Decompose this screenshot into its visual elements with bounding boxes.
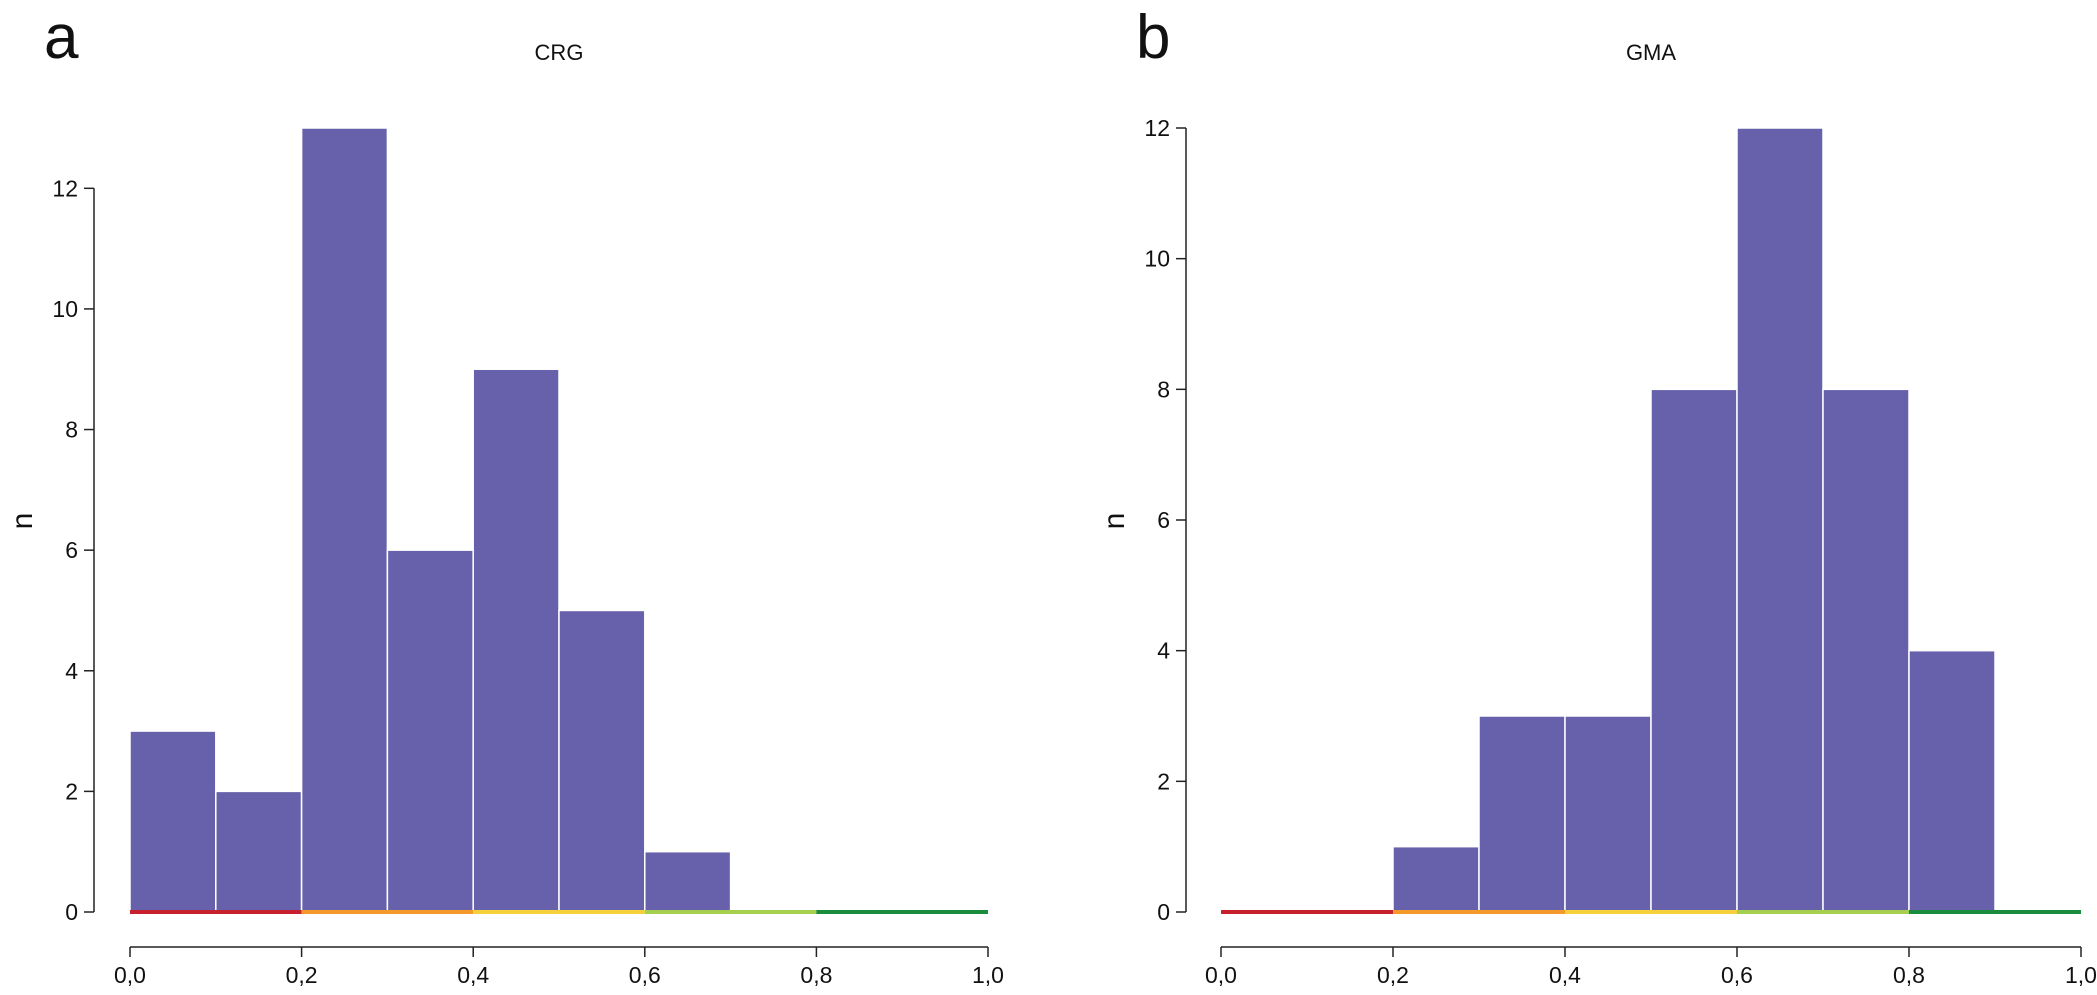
x-tick-label: 0,4	[1549, 962, 1581, 988]
bar	[386, 549, 474, 913]
x-tick-label: 0,8	[800, 962, 832, 988]
panel-letter: a	[44, 3, 79, 72]
y-tick-label: 10	[1144, 246, 1170, 272]
chart-title: CRG	[535, 40, 584, 65]
y-tick-label: 12	[52, 175, 78, 201]
y-axis-label: n	[6, 513, 39, 530]
bar	[644, 850, 732, 913]
x-tick-label: 0,0	[1205, 962, 1237, 988]
bar	[129, 730, 217, 913]
x-tick-label: 0,0	[114, 962, 146, 988]
bar	[1392, 845, 1480, 913]
bar	[1564, 715, 1652, 913]
y-tick-label: 6	[1157, 507, 1170, 533]
bar	[1822, 388, 1910, 913]
x-tick-label: 0,6	[629, 962, 661, 988]
x-tick-label: 1,0	[972, 962, 1004, 988]
y-tick-label: 10	[52, 296, 78, 322]
y-axis-label: n	[1098, 513, 1131, 530]
y-tick-label: 2	[65, 778, 78, 804]
y-tick-label: 6	[65, 537, 78, 563]
y-tick-label: 8	[65, 417, 78, 443]
panel-letter: b	[1136, 3, 1170, 72]
bar	[472, 368, 560, 913]
bar	[1908, 649, 1996, 913]
y-tick-label: 2	[1157, 768, 1170, 794]
y-tick-label: 4	[65, 658, 78, 684]
x-tick-label: 0,2	[1377, 962, 1409, 988]
bar	[300, 127, 389, 913]
x-tick-label: 0,2	[286, 962, 318, 988]
x-tick-label: 0,6	[1721, 962, 1753, 988]
chart-title: GMA	[1626, 40, 1676, 65]
y-tick-label: 4	[1157, 638, 1170, 664]
bar	[215, 790, 303, 913]
x-tick-label: 1,0	[2065, 962, 2097, 988]
bar	[1736, 127, 1824, 913]
y-tick-label: 0	[1157, 899, 1170, 925]
bar	[558, 609, 646, 913]
bar	[1478, 715, 1566, 913]
y-tick-label: 8	[1157, 376, 1170, 402]
x-tick-label: 0,4	[457, 962, 489, 988]
y-tick-label: 0	[65, 899, 78, 925]
bar	[1650, 388, 1738, 913]
y-tick-label: 12	[1144, 115, 1170, 141]
x-tick-label: 0,8	[1893, 962, 1925, 988]
